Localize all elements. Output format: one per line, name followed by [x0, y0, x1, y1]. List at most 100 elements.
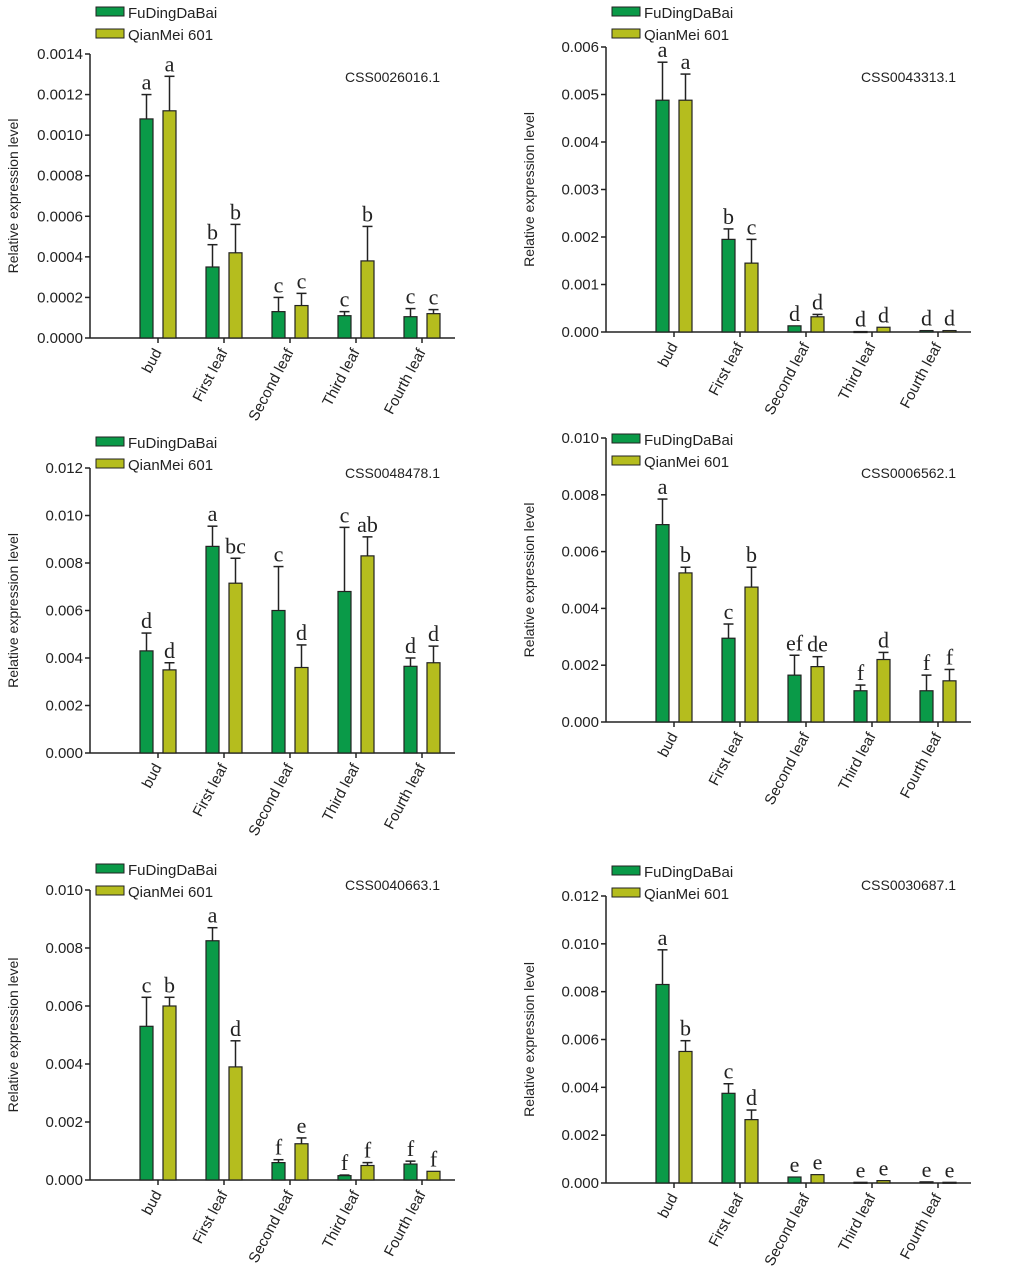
x-tick-label: Third leaf — [835, 339, 880, 403]
bar-qianmei-601 — [678, 99, 693, 333]
y-tick-label: 0.005 — [561, 87, 599, 104]
significance-letter: e — [922, 1157, 932, 1182]
chart-panel-6: FuDingDaBai QianMei 601 0.000 0.002 0.004 0.0… — [521, 864, 971, 1269]
y-tick-label: 0.004 — [561, 134, 599, 151]
y-tick-label: 0.0014 — [37, 46, 83, 63]
bar-qianmei-601 — [426, 662, 441, 754]
bar-qianmei-601 — [360, 555, 375, 754]
bar-qianmei-601 — [228, 1066, 243, 1181]
legend-label: FuDingDaBai — [128, 862, 217, 879]
y-tick-label: 0.002 — [45, 698, 83, 715]
bar-fudingdabai — [205, 940, 220, 1181]
y-tick-label: 0.0000 — [37, 330, 83, 347]
bar-qianmei-601 — [162, 669, 177, 754]
y-tick-label: 0.0004 — [37, 249, 83, 266]
y-tick-label: 0.002 — [561, 229, 599, 246]
y-axis-label: Relative expression level — [521, 112, 537, 267]
gene-label: CSS0043313.1 — [861, 69, 956, 85]
bar-qianmei-601 — [294, 666, 309, 754]
y-tick-label: 0.010 — [45, 508, 83, 525]
y-tick-label: 0.002 — [45, 1114, 83, 1131]
x-tick-label: bud — [655, 340, 682, 370]
x-tick-label: Fourth leaf — [897, 1190, 946, 1262]
x-tick-label: Third leaf — [835, 1190, 880, 1254]
y-tick-label: 0.012 — [561, 888, 599, 905]
significance-letter: a — [681, 49, 691, 74]
legend-label: FuDingDaBai — [128, 5, 217, 22]
bar-fudingdabai — [919, 329, 934, 333]
chart-panel-4: FuDingDaBai QianMei 601 0.000 0.002 0.004 0.0… — [521, 430, 971, 808]
bar-fudingdabai — [787, 325, 802, 333]
significance-letter: f — [430, 1146, 438, 1171]
x-tick-label: First leaf — [190, 760, 232, 819]
bar-fudingdabai — [205, 545, 220, 754]
y-tick-label: 0.008 — [45, 555, 83, 572]
legend-label: FuDingDaBai — [644, 864, 733, 881]
bar-fudingdabai — [139, 1025, 154, 1181]
y-tick-label: 0.006 — [561, 544, 599, 561]
gene-label: CSS0030687.1 — [861, 877, 956, 893]
significance-letter: d — [428, 621, 439, 646]
legend-label: QianMei 601 — [644, 27, 729, 44]
bar-fudingdabai — [403, 316, 418, 339]
significance-letter: d — [878, 627, 889, 652]
significance-letter: f — [341, 1150, 349, 1175]
bar-fudingdabai — [919, 1181, 934, 1184]
y-tick-label: 0.004 — [45, 1056, 83, 1073]
bar-fudingdabai — [139, 118, 154, 339]
bar-qianmei-601 — [876, 326, 891, 333]
bar-fudingdabai — [655, 524, 670, 723]
legend-label: QianMei 601 — [644, 886, 729, 903]
legend-label: QianMei 601 — [128, 27, 213, 44]
y-tick-label: 0.0008 — [37, 168, 83, 185]
significance-letter: b — [362, 201, 373, 226]
significance-letter: c — [274, 542, 284, 567]
y-tick-label: 0.006 — [45, 998, 83, 1015]
significance-letter: e — [945, 1157, 955, 1182]
x-tick-label: Fourth leaf — [381, 345, 430, 417]
gene-label: CSS0040663.1 — [345, 877, 440, 893]
y-tick-label: 0.010 — [45, 882, 83, 899]
legend-swatch — [95, 28, 125, 39]
significance-letter: d — [141, 608, 152, 633]
legend-swatch — [95, 885, 125, 896]
x-tick-label: Second leaf — [761, 339, 814, 418]
bar-fudingdabai — [655, 983, 670, 1184]
bar-fudingdabai — [403, 665, 418, 754]
bar-fudingdabai — [337, 590, 352, 754]
bar-qianmei-601 — [744, 262, 759, 333]
y-tick-label: 0.000 — [45, 1172, 83, 1189]
bar-qianmei-601 — [294, 1143, 309, 1181]
significance-letter: c — [724, 1059, 734, 1084]
x-tick-label: First leaf — [706, 729, 748, 788]
y-tick-label: 0.0002 — [37, 289, 83, 306]
significance-letter: d — [812, 289, 823, 314]
legend-swatch — [611, 455, 641, 466]
chart-panel-1: FuDingDaBai QianMei 601 0.0000 0.0002 0.0004… — [5, 5, 455, 424]
y-tick-label: 0.010 — [561, 936, 599, 953]
chart-panel-5: FuDingDaBai QianMei 601 0.000 0.002 0.004 0.0… — [5, 862, 455, 1266]
significance-letter: f — [407, 1136, 415, 1161]
bar-qianmei-601 — [942, 680, 957, 723]
bar-qianmei-601 — [228, 582, 243, 754]
significance-letter: d — [855, 307, 866, 332]
significance-letter: e — [813, 1150, 823, 1175]
x-tick-label: Second leaf — [761, 729, 814, 808]
significance-letter: d — [164, 638, 175, 663]
y-tick-label: 0.008 — [561, 984, 599, 1001]
bar-qianmei-601 — [426, 1170, 441, 1181]
significance-letter: b — [230, 199, 241, 224]
significance-letter: f — [275, 1135, 283, 1160]
legend-swatch — [95, 863, 125, 874]
x-tick-label: First leaf — [706, 339, 748, 398]
bar-qianmei-601 — [294, 304, 309, 339]
y-tick-label: 0.004 — [561, 1079, 599, 1096]
y-tick-label: 0.000 — [561, 714, 599, 731]
significance-letter: e — [856, 1157, 866, 1182]
significance-letter: c — [747, 214, 757, 239]
legend-swatch — [611, 433, 641, 444]
bar-qianmei-601 — [426, 313, 441, 339]
bar-fudingdabai — [271, 609, 286, 754]
y-tick-label: 0.000 — [45, 745, 83, 762]
legend-label: QianMei 601 — [128, 457, 213, 474]
